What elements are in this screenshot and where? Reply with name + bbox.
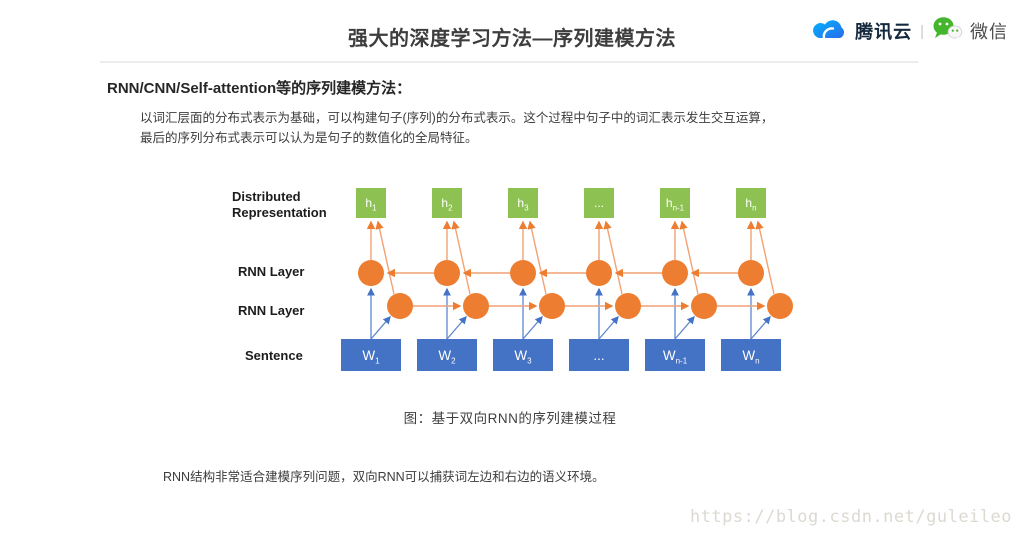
forward-rnn-cell bbox=[387, 293, 413, 319]
brand-logos: 腾讯云 | 微信 bbox=[812, 15, 1008, 47]
footnote-text: RNN结构非常适合建模序列问题，双向RNN可以捕获词左边和右边的语义环境。 bbox=[163, 470, 605, 484]
backward-rnn-cell bbox=[586, 260, 612, 286]
row-label-rnn-layer-forward: RNN Layer bbox=[238, 303, 305, 318]
backward-rnn-cell bbox=[738, 260, 764, 286]
hidden-state-box: h3 bbox=[508, 188, 538, 218]
box-label: W1 bbox=[362, 347, 380, 366]
box-label: h2 bbox=[441, 196, 453, 213]
forward-rnn-cell bbox=[463, 293, 489, 319]
hidden-state-box: hn bbox=[736, 188, 766, 218]
hidden-state-box: hn-1 bbox=[660, 188, 690, 218]
row-label-sentence: Sentence bbox=[245, 348, 303, 363]
forward-rnn-cell bbox=[615, 293, 641, 319]
backward-rnn-cell bbox=[662, 260, 688, 286]
row-label-distributed-representation: Distributed Representation bbox=[232, 189, 327, 220]
rnn-diagram: h1 W1 h2 W2 h3 W3...... hn-1 Wn-1 hn Wn bbox=[325, 180, 805, 380]
word-box: Wn bbox=[721, 339, 781, 371]
diagram-connections bbox=[358, 220, 793, 340]
word-to-forward-cell-arrow bbox=[674, 316, 695, 340]
row-label-rnn-layer-backward: RNN Layer bbox=[238, 264, 305, 279]
box-label: W3 bbox=[514, 347, 532, 366]
box-label: W2 bbox=[438, 347, 456, 366]
word-box: W2 bbox=[417, 339, 477, 371]
hidden-state-box: h1 bbox=[356, 188, 386, 218]
figure-caption: 图：基于双向RNN的序列建模过程 bbox=[403, 411, 617, 426]
word-box: W3 bbox=[493, 339, 553, 371]
box-label: ... bbox=[593, 347, 605, 363]
forward-cell-to-hidden-arrow bbox=[679, 220, 699, 295]
hidden-state-box: h2 bbox=[432, 188, 462, 218]
wechat-label: 微信 bbox=[970, 22, 1008, 42]
page-title: 强大的深度学习方法—序列建模方法 bbox=[348, 28, 676, 50]
box-label: ... bbox=[593, 196, 604, 210]
brand-separator: | bbox=[920, 22, 924, 40]
watermark-url: https://blog.csdn.net/guleileo bbox=[689, 507, 1012, 527]
forward-rnn-cell bbox=[691, 293, 717, 319]
hidden-state-box: ... bbox=[584, 188, 614, 218]
backward-rnn-cell bbox=[434, 260, 460, 286]
box-label: hn bbox=[745, 196, 757, 213]
title-divider bbox=[100, 61, 918, 63]
forward-cell-to-hidden-arrow bbox=[451, 220, 471, 295]
tencent-cloud-icon bbox=[812, 15, 848, 47]
paragraph-line: 以词汇层面的分布式表示为基础，可以构建句子(序列)的分布式表示。这个过程中句子中… bbox=[140, 111, 774, 125]
box-label: Wn bbox=[742, 347, 760, 366]
paragraph-line: 最后的序列分布式表示可以认为是句子的数值化的全局特征。 bbox=[140, 131, 478, 145]
body-paragraph: 以词汇层面的分布式表示为基础，可以构建句子(序列)的分布式表示。这个过程中句子中… bbox=[140, 108, 780, 148]
box-label: h3 bbox=[517, 196, 529, 213]
backward-rnn-cell bbox=[510, 260, 536, 286]
word-to-forward-cell-arrow bbox=[750, 316, 771, 340]
box-label: hn-1 bbox=[665, 196, 685, 213]
forward-cell-to-hidden-arrow bbox=[603, 220, 623, 295]
rnn-diagram-canvas: h1 W1 h2 W2 h3 W3...... hn-1 Wn-1 hn Wn bbox=[325, 180, 805, 380]
backward-rnn-cell bbox=[358, 260, 384, 286]
box-label: Wn-1 bbox=[662, 347, 688, 366]
forward-rnn-cell bbox=[767, 293, 793, 319]
box-label: h1 bbox=[365, 196, 377, 213]
forward-cell-to-hidden-arrow bbox=[755, 220, 775, 295]
word-box: ... bbox=[569, 339, 629, 371]
section-heading: RNN/CNN/Self-attention等的序列建模方法： bbox=[107, 80, 412, 97]
forward-cell-to-hidden-arrow bbox=[527, 220, 547, 295]
wechat-icon bbox=[932, 15, 963, 47]
word-box: Wn-1 bbox=[645, 339, 705, 371]
word-to-forward-cell-arrow bbox=[446, 316, 467, 340]
forward-cell-to-hidden-arrow bbox=[375, 220, 395, 295]
forward-rnn-cell bbox=[539, 293, 565, 319]
word-box: W1 bbox=[341, 339, 401, 371]
tencent-cloud-label: 腾讯云 bbox=[855, 22, 913, 42]
word-to-forward-cell-arrow bbox=[370, 316, 391, 340]
word-to-forward-cell-arrow bbox=[598, 316, 619, 340]
word-to-forward-cell-arrow bbox=[522, 316, 543, 340]
